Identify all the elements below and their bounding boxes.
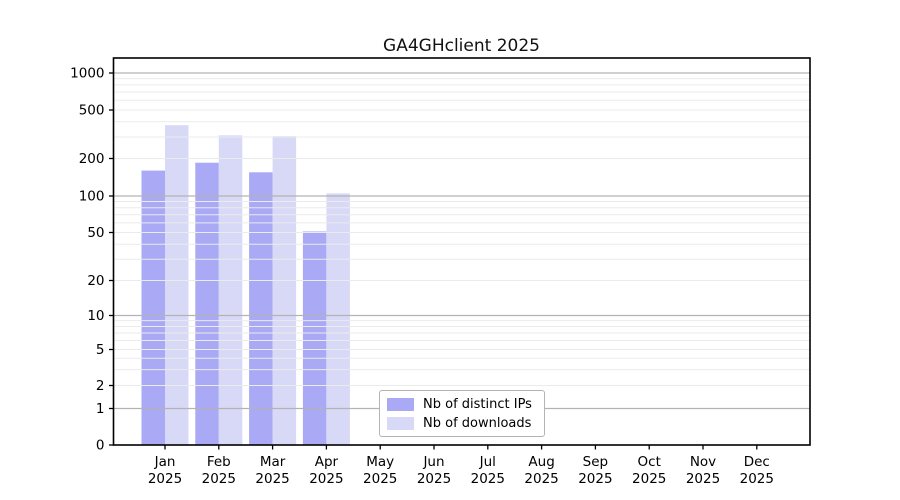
y-tick-label: 1 xyxy=(96,401,105,417)
x-tick-label-month: May xyxy=(366,454,394,470)
bar-downloads-feb xyxy=(218,135,243,446)
y-tick-label: 0 xyxy=(96,438,105,454)
x-tick-label-year: 2025 xyxy=(471,471,505,487)
x-tick-label-month: Apr xyxy=(315,454,339,470)
x-tick-label-year: 2025 xyxy=(740,471,774,487)
x-tick-label-month: Sep xyxy=(583,454,608,470)
x-tick-label-month: Jul xyxy=(479,454,496,470)
legend-swatch-distinct-ips-icon xyxy=(387,397,414,411)
x-tick-label-year: 2025 xyxy=(363,471,397,487)
bar-downloads-jan xyxy=(165,125,189,446)
bar-distinct-ips-apr xyxy=(302,231,327,445)
y-tick-label: 1000 xyxy=(70,66,104,82)
legend-label-downloads: Nb of downloads xyxy=(423,415,532,431)
legend-swatch-downloads-icon xyxy=(387,416,414,430)
x-tick-label-year: 2025 xyxy=(578,471,612,487)
x-tick-label-month: Jun xyxy=(422,454,444,470)
x-tick-label-month: Mar xyxy=(260,454,286,470)
x-tick-label-month: Dec xyxy=(744,454,770,470)
bar-downloads-mar xyxy=(272,136,297,445)
y-tick-label: 200 xyxy=(79,151,105,167)
chart-title: GA4GHclient 2025 xyxy=(383,36,540,56)
y-tick-label: 100 xyxy=(79,189,105,205)
plot-border xyxy=(112,57,811,446)
legend: Nb of distinct IPs Nb of downloads xyxy=(379,390,545,437)
x-tick-label-year: 2025 xyxy=(309,471,343,487)
x-tick-label-year: 2025 xyxy=(632,471,666,487)
y-tick-label: 5 xyxy=(96,342,105,358)
x-tick-label-month: Nov xyxy=(690,454,716,470)
x-tick-label-month: Feb xyxy=(207,454,231,470)
legend-label-distinct-ips: Nb of distinct IPs xyxy=(423,396,532,412)
x-tick-label-year: 2025 xyxy=(417,471,451,487)
y-tick-label: 2 xyxy=(96,378,105,394)
legend-entry-distinct-ips: Nb of distinct IPs xyxy=(387,397,544,412)
x-tick-label-year: 2025 xyxy=(524,471,558,487)
bar-distinct-ips-mar xyxy=(249,172,273,445)
y-tick-label: 20 xyxy=(87,273,104,289)
bar-downloads-apr xyxy=(326,193,350,445)
legend-entry-downloads: Nb of downloads xyxy=(387,416,544,431)
bar-distinct-ips-jan xyxy=(141,170,165,445)
x-tick-label-year: 2025 xyxy=(255,471,289,487)
x-tick-label-year: 2025 xyxy=(202,471,236,487)
x-tick-label-year: 2025 xyxy=(148,471,182,487)
x-tick-label-year: 2025 xyxy=(686,471,720,487)
y-tick-label: 50 xyxy=(87,225,104,241)
x-tick-label-month: Aug xyxy=(528,454,554,470)
y-tick-label: 500 xyxy=(79,103,105,119)
bar-distinct-ips-feb xyxy=(195,162,219,445)
x-tick-label-month: Jan xyxy=(154,454,176,470)
x-tick-label-month: Oct xyxy=(638,454,661,470)
y-tick-label: 10 xyxy=(87,308,104,324)
